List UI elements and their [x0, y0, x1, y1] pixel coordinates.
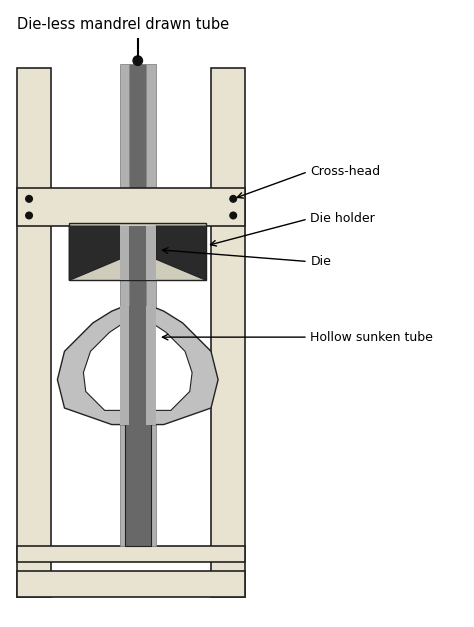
Bar [125, 423, 151, 547]
Polygon shape [69, 226, 120, 280]
Bar [17, 547, 245, 562]
Polygon shape [83, 323, 192, 411]
Circle shape [133, 56, 143, 65]
Text: Cross-head: Cross-head [310, 166, 380, 178]
Polygon shape [156, 226, 206, 280]
Bar [17, 68, 51, 597]
Circle shape [230, 196, 237, 202]
Text: Die: Die [310, 255, 331, 268]
Text: Die-less mandrel drawn tube: Die-less mandrel drawn tube [17, 18, 229, 33]
Circle shape [26, 196, 32, 202]
Bar [17, 188, 245, 226]
Text: Die holder: Die holder [310, 213, 375, 226]
Bar [129, 307, 146, 424]
Bar [129, 65, 146, 547]
Bar [211, 68, 245, 597]
Circle shape [26, 212, 32, 219]
Polygon shape [57, 307, 218, 424]
Bar [124, 351, 152, 391]
Bar [129, 226, 146, 280]
Bar [120, 226, 156, 280]
Bar [69, 223, 206, 280]
Bar [120, 307, 156, 424]
Text: Hollow sunken tube: Hollow sunken tube [310, 330, 433, 344]
Bar [120, 65, 156, 547]
Circle shape [230, 212, 237, 219]
Bar [17, 571, 245, 597]
